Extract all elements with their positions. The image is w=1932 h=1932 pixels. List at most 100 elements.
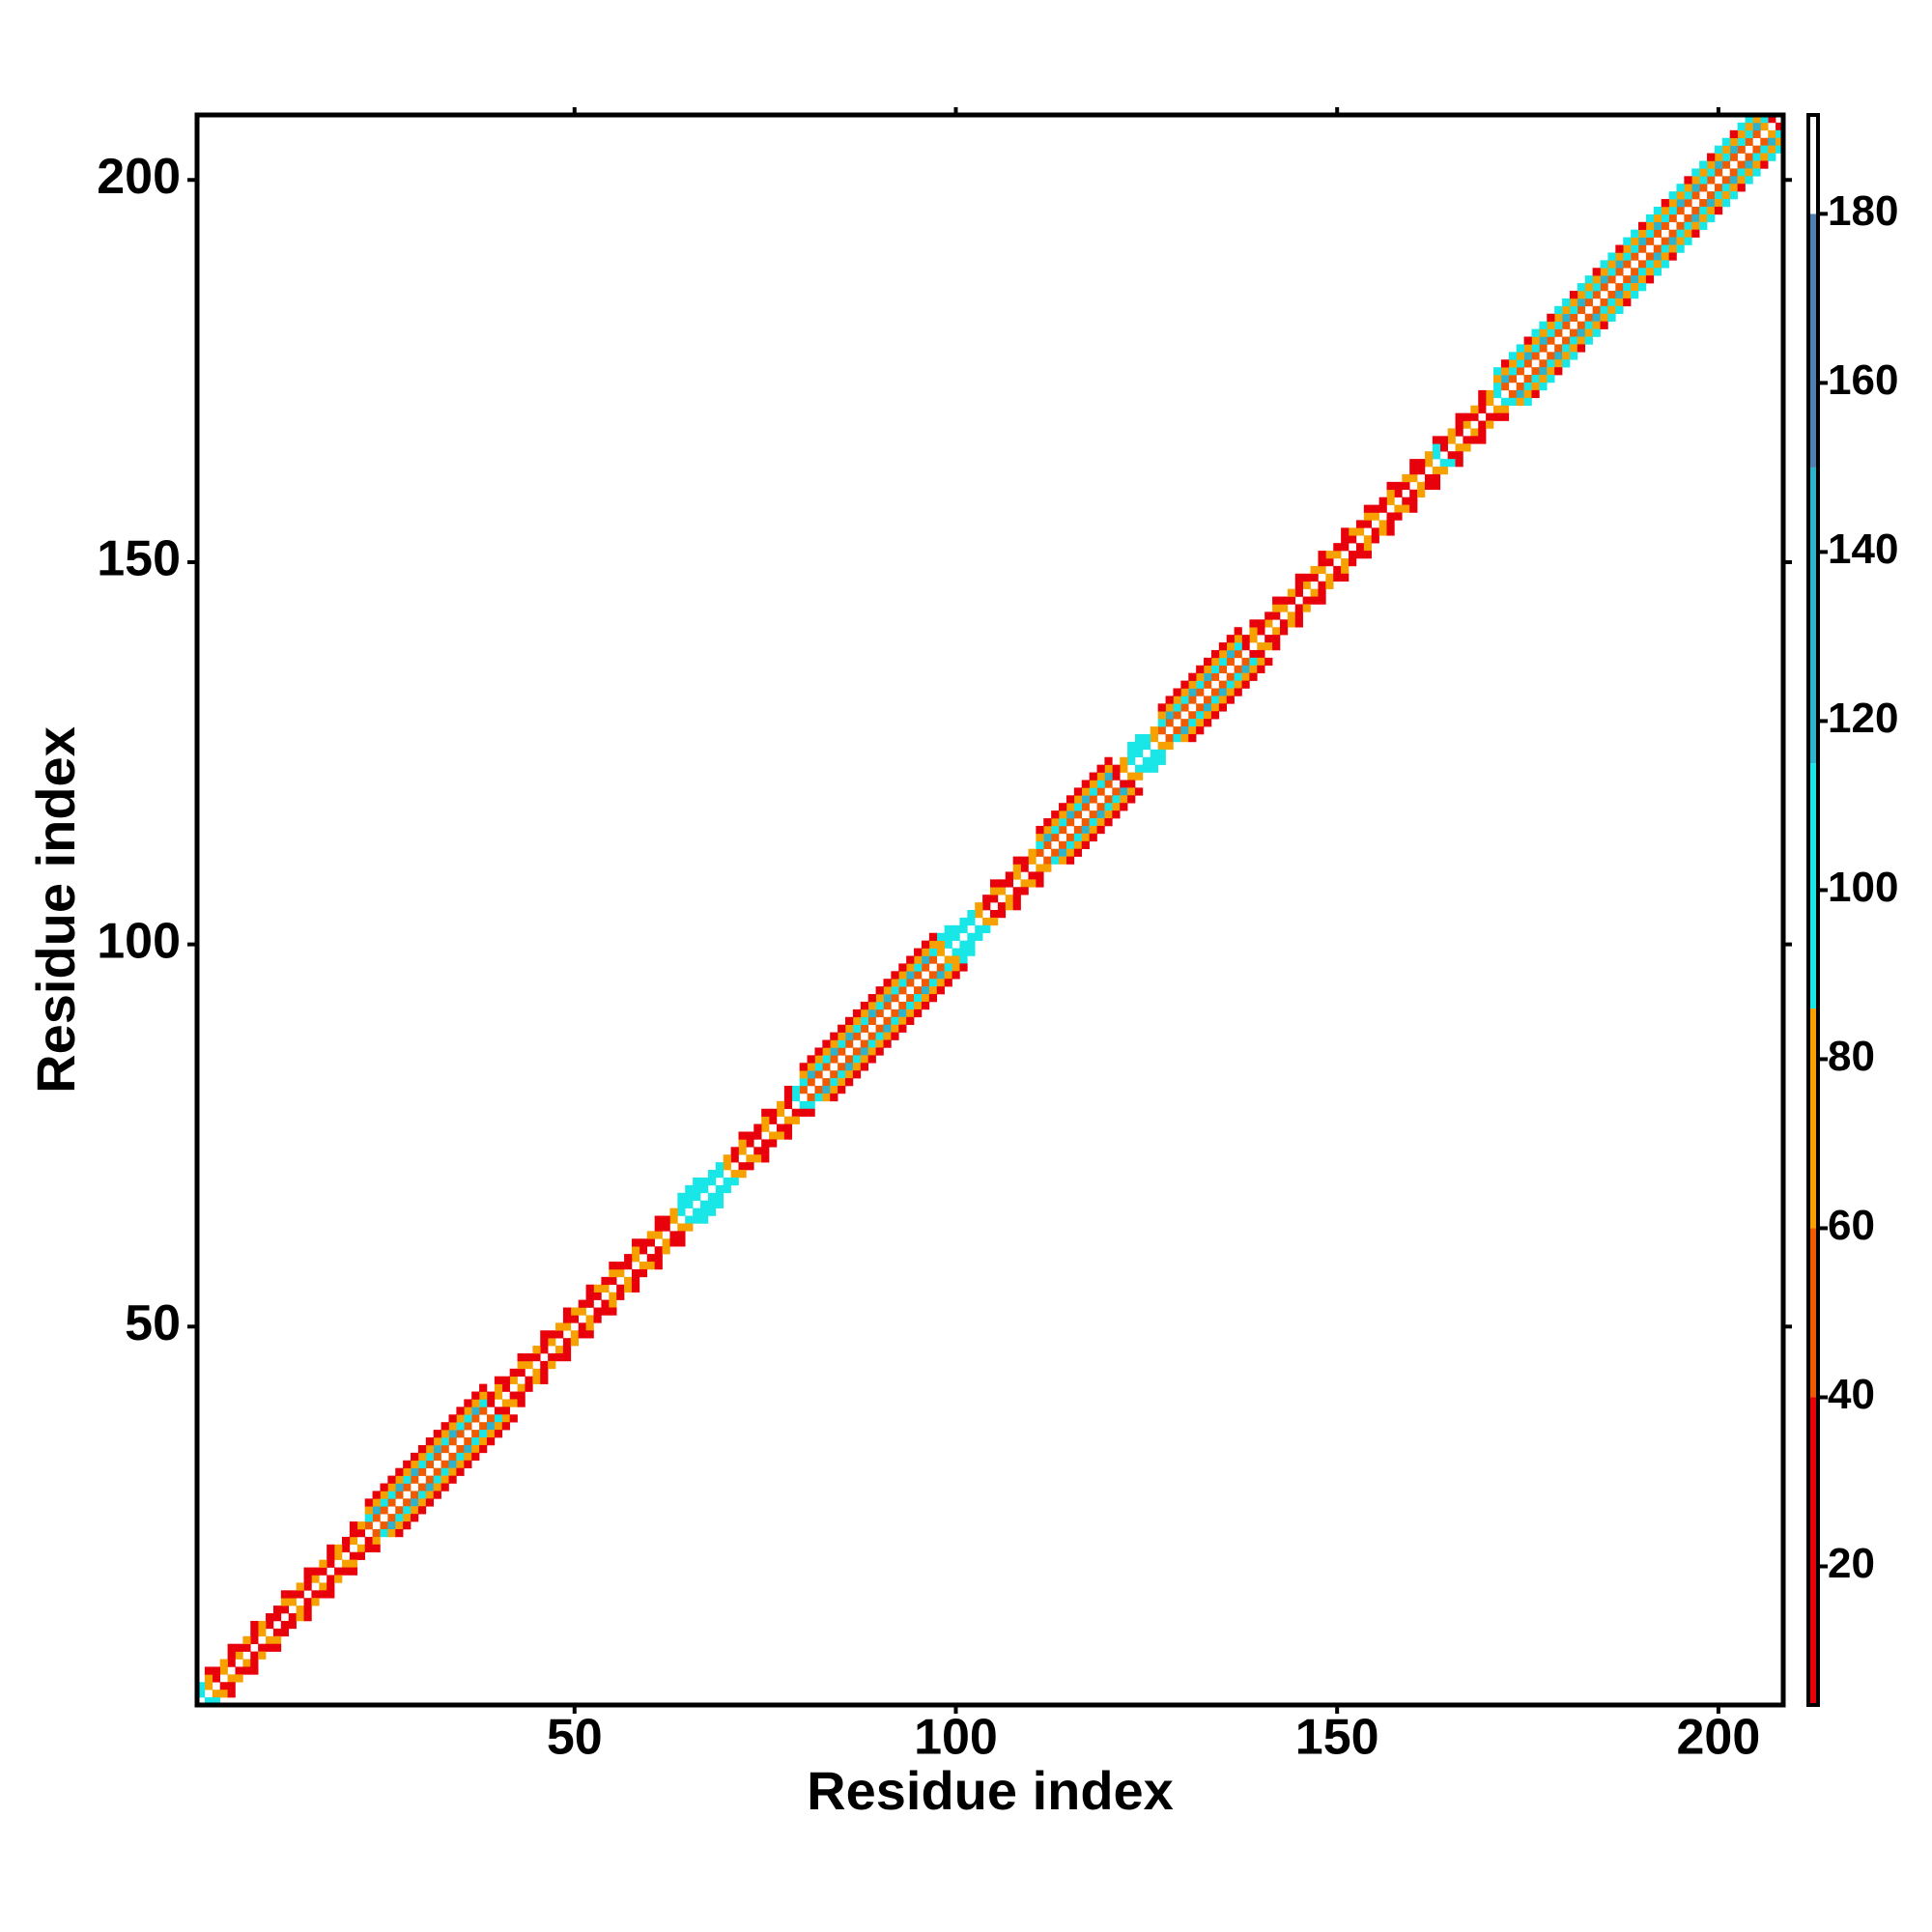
heatmap-cell	[532, 1346, 541, 1354]
heatmap-cell	[807, 1108, 815, 1117]
heatmap-cell	[906, 1016, 915, 1026]
heatmap-cell	[280, 1590, 290, 1599]
heatmap-cell	[1096, 787, 1105, 796]
heatmap-cell	[1539, 367, 1548, 376]
heatmap-cell	[1036, 871, 1044, 880]
heatmap-cell	[471, 1430, 480, 1438]
heatmap-cell	[860, 1047, 868, 1056]
heatmap-cell	[1638, 237, 1647, 245]
heatmap-cell	[1402, 473, 1410, 483]
heatmap-cell	[1165, 711, 1174, 720]
heatmap-cell	[1607, 305, 1616, 315]
heatmap-cell	[471, 1452, 480, 1462]
heatmap-cell	[1180, 733, 1189, 743]
heatmap-cell	[867, 1047, 876, 1056]
heatmap-cell	[1623, 298, 1632, 307]
heatmap-cell	[1531, 352, 1540, 360]
heatmap-cell	[1241, 642, 1250, 651]
heatmap-cell	[928, 932, 938, 941]
heatmap-cell	[1134, 749, 1144, 758]
heatmap-cell	[845, 1055, 854, 1064]
colorbar-tick-label: 80	[1828, 1033, 1875, 1080]
heatmap-cell	[1341, 565, 1350, 575]
heatmap-cell	[1455, 428, 1463, 437]
heatmap-cell	[517, 1352, 526, 1362]
heatmap-cell	[1294, 581, 1303, 589]
heatmap-cell	[1500, 397, 1510, 407]
heatmap-cell	[1523, 344, 1532, 353]
heatmap-cell	[1691, 184, 1700, 192]
heatmap-cell	[411, 1452, 419, 1462]
heatmap-cell	[562, 1322, 572, 1331]
heatmap-cell	[715, 1192, 724, 1202]
heatmap-cell	[501, 1414, 510, 1423]
heatmap-cell	[1318, 588, 1326, 597]
heatmap-cell	[372, 1544, 381, 1553]
heatmap-cell	[341, 1567, 351, 1576]
heatmap-cell	[783, 1086, 793, 1094]
colorbar-frame	[1806, 113, 1820, 1707]
heatmap-cell	[411, 1491, 419, 1499]
heatmap-cell	[1638, 244, 1647, 253]
heatmap-cell	[1691, 221, 1700, 231]
heatmap-cell	[433, 1483, 441, 1492]
heatmap-cell	[975, 924, 983, 934]
heatmap-cell	[258, 1643, 267, 1652]
heatmap-cell	[883, 1024, 892, 1033]
heatmap-cell	[479, 1444, 488, 1454]
heatmap-cell	[1631, 283, 1639, 292]
heatmap-cell	[1036, 840, 1044, 849]
heatmap-cell	[1089, 772, 1097, 781]
heatmap-cell	[1661, 244, 1669, 253]
heatmap-cell	[411, 1514, 419, 1522]
heatmap-cell	[1218, 649, 1228, 659]
heatmap-cell	[1257, 657, 1265, 667]
heatmap-cell	[380, 1498, 388, 1507]
heatmap-cell	[1065, 818, 1075, 827]
heatmap-cell	[1554, 359, 1563, 368]
y-axis-title: Residue index	[25, 726, 86, 1094]
heatmap-cell	[814, 1086, 823, 1094]
heatmap-cell	[616, 1262, 625, 1270]
heatmap-cell	[1226, 672, 1235, 681]
heatmap-cell	[212, 1697, 220, 1706]
heatmap-cell	[417, 1506, 427, 1515]
heatmap-cell	[1188, 680, 1197, 689]
heatmap-cell	[288, 1598, 297, 1606]
heatmap-cell	[1478, 420, 1487, 429]
heatmap-cell	[1355, 551, 1365, 559]
heatmap-cell	[1721, 153, 1731, 161]
heatmap-cell	[624, 1284, 633, 1293]
heatmap-cell	[1287, 619, 1296, 628]
heatmap-cell	[1059, 848, 1067, 857]
heatmap-cell	[540, 1368, 549, 1378]
heatmap-cell	[738, 1147, 747, 1155]
heatmap-cell	[914, 994, 923, 1003]
heatmap-cell	[272, 1628, 282, 1637]
heatmap-cell	[1249, 619, 1258, 628]
heatmap-cell	[769, 1131, 778, 1140]
heatmap-cell	[425, 1475, 435, 1484]
heatmap-cell	[1562, 344, 1571, 353]
heatmap-cell	[364, 1498, 373, 1507]
heatmap-cell	[1745, 129, 1753, 139]
heatmap-cell	[1005, 879, 1013, 888]
heatmap-cell	[562, 1315, 572, 1323]
heatmap-cell	[1745, 176, 1753, 185]
heatmap-cell	[967, 940, 976, 949]
heatmap-cell	[1577, 291, 1586, 299]
heatmap-cell	[1272, 642, 1281, 651]
heatmap-cell	[380, 1506, 388, 1515]
heatmap-cell	[1554, 321, 1563, 329]
heatmap-cell	[1180, 680, 1189, 689]
heatmap-cell	[852, 1009, 862, 1018]
heatmap-cell	[1455, 443, 1463, 452]
heatmap-cell	[403, 1467, 412, 1476]
heatmap-cell	[1592, 283, 1601, 292]
heatmap-cell	[235, 1651, 243, 1660]
heatmap-cell	[585, 1299, 594, 1308]
heatmap-cell	[334, 1575, 343, 1583]
heatmap-cell	[1112, 764, 1121, 773]
heatmap-cell	[1707, 213, 1716, 223]
heatmap-cell	[517, 1399, 526, 1407]
